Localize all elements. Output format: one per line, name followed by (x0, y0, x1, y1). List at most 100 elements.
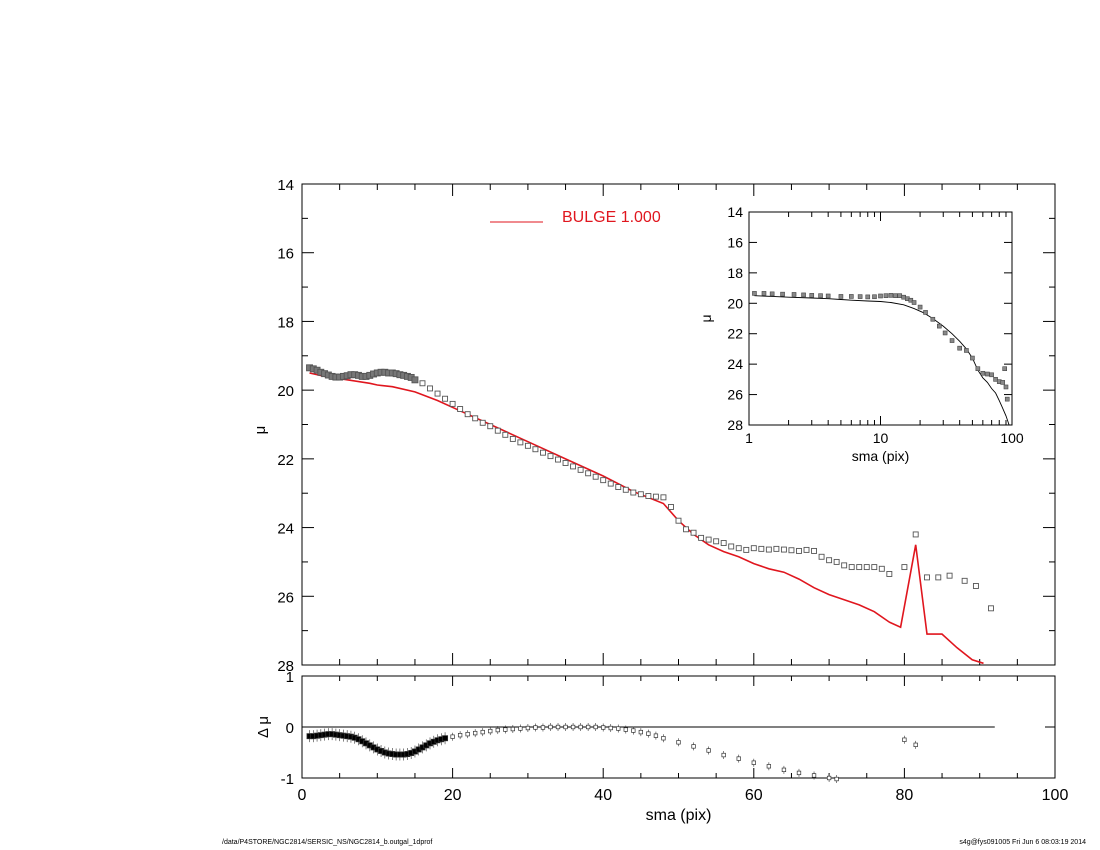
main-data-point (577, 466, 584, 473)
residual-data-point (676, 740, 681, 745)
main-data-point (442, 395, 449, 402)
inset-data-point (923, 310, 928, 315)
residual-data-point (548, 724, 553, 730)
main-data-point (856, 564, 863, 571)
main-data-point (562, 460, 569, 466)
main-data-point (735, 545, 742, 552)
main-data-point (615, 484, 622, 490)
residual-data-point (465, 731, 470, 737)
inset-ytick-label: 22 (727, 326, 743, 342)
inset-ytick-label: 24 (727, 356, 743, 372)
inset-data-point (809, 293, 815, 298)
main-ytick-label: 22 (277, 452, 294, 469)
inset-xtick-label: 10 (873, 430, 889, 446)
residual-data-point (834, 776, 839, 782)
residual-data-point (608, 725, 613, 731)
residual-data-point (480, 729, 485, 735)
main-data-point (449, 400, 456, 407)
main-ytick-label: 14 (277, 177, 294, 194)
main-data-point (705, 536, 712, 543)
residual-data-point (570, 724, 576, 730)
residual-y-axis-label: Δ μ (255, 716, 272, 738)
residual-data-point (578, 724, 583, 730)
residual-xtick-label: 20 (444, 787, 462, 804)
footer-file-path: /data/P4STORE/NGC2814/SERSIC_NS/NGC2814_… (222, 839, 433, 846)
residual-ytick-label: 1 (286, 669, 294, 686)
inset-data-point (761, 291, 767, 296)
main-data-point (765, 546, 772, 553)
residual-data-point (450, 734, 455, 739)
residual-data-point (796, 770, 802, 776)
main-data-point (652, 493, 659, 500)
residual-data-point (442, 735, 449, 742)
inset-data-point (818, 293, 823, 298)
main-data-point (720, 540, 727, 546)
inset-ytick-label: 14 (727, 204, 743, 220)
inset-data-point (893, 293, 898, 298)
inset-data-point (1003, 384, 1009, 390)
main-series-bulge-line (309, 372, 984, 665)
residual-data-point (646, 731, 651, 736)
inset-data-point (970, 355, 975, 361)
residual-data-point (495, 727, 500, 733)
main-ytick-label: 18 (277, 314, 294, 331)
main-data-point (622, 486, 629, 493)
main-data-point (509, 435, 516, 442)
inset-data-point (980, 370, 986, 376)
inset-data-point (825, 293, 831, 299)
inset-data-point (872, 294, 877, 300)
main-data-point (972, 583, 979, 589)
main-data-point (434, 390, 441, 397)
residual-data-point (766, 764, 772, 769)
inset-data-point (849, 294, 854, 299)
inset-data-point (942, 330, 948, 336)
inset-data-point (985, 371, 990, 377)
inset-data-point (780, 291, 785, 297)
residual-data-point (503, 727, 508, 732)
residual-data-point (457, 733, 463, 738)
main-data-point (630, 489, 637, 496)
main-y-axis-label: μ (252, 426, 269, 435)
x-axis-label: sma (pix) (646, 807, 712, 824)
main-data-point (502, 431, 509, 438)
main-data-point (871, 564, 878, 571)
residual-ytick-label: -1 (281, 771, 294, 788)
inset-data-point (897, 293, 903, 298)
residual-data-point (585, 724, 591, 730)
inset-y-axis-label: μ (698, 314, 714, 322)
main-data-point (472, 415, 479, 422)
inset-series-model-line (754, 295, 1010, 426)
main-data-point (668, 504, 674, 510)
residual-data-point (616, 726, 621, 731)
inset-data-point (752, 291, 757, 296)
residual-data-point (525, 725, 531, 731)
residual-xtick-label: 0 (298, 787, 307, 804)
residual-data-point (661, 736, 666, 741)
main-data-point (457, 406, 464, 412)
main-data-point (924, 574, 930, 581)
inset-data-point (769, 291, 775, 297)
inset-ytick-label: 26 (727, 387, 743, 403)
inset-data-point (1000, 380, 1006, 385)
main-data-point (540, 449, 546, 456)
residual-data-point (638, 729, 643, 735)
main-data-point (833, 558, 840, 565)
main-data-point (758, 545, 765, 552)
residual-data-point (563, 724, 568, 730)
residual-data-point (473, 730, 478, 736)
main-data-point (690, 529, 697, 536)
main-ytick-label: 20 (277, 383, 294, 400)
main-data-point (863, 564, 870, 571)
residual-data-point (902, 737, 907, 742)
main-data-point (427, 385, 433, 392)
legend-label-bulge: BULGE 1.000 (562, 209, 661, 226)
inset-data-point (949, 338, 955, 343)
main-data-point (600, 477, 607, 484)
inset-data-point (878, 293, 883, 299)
main-data-point (743, 546, 750, 553)
inset-data-point (801, 292, 806, 298)
main-data-point (660, 494, 667, 501)
main-ytick-label: 16 (277, 246, 294, 263)
